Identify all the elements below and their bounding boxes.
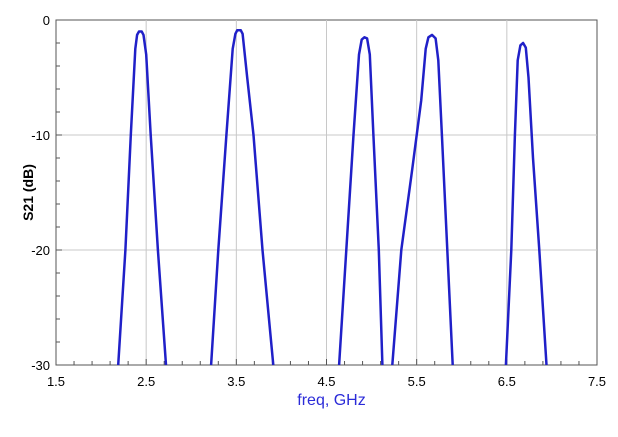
y-tick-labels: 0 -10 -20 -30 — [31, 13, 50, 373]
x-tick-label: 6.5 — [498, 374, 516, 389]
series-passband-2 — [209, 29, 275, 366]
y-tick-label: -10 — [31, 128, 50, 143]
minor-ticks — [55, 19, 598, 366]
x-tick-label: 4.5 — [317, 374, 335, 389]
series-layer — [116, 29, 548, 366]
x-tick-labels: 1.5 2.5 3.5 4.5 5.5 6.5 7.5 — [47, 374, 606, 389]
grid — [56, 20, 597, 365]
series-passband-1 — [116, 30, 168, 366]
y-tick-label: -30 — [31, 358, 50, 373]
x-axis-label: freq, GHz — [297, 392, 365, 409]
y-axis-label: S21 (dB) — [20, 164, 36, 221]
x-tick-label: 1.5 — [47, 374, 65, 389]
x-tick-label: 5.5 — [408, 374, 426, 389]
series-passband-4 — [391, 33, 454, 366]
series-passband-5 — [504, 41, 548, 366]
x-tick-label: 7.5 — [588, 374, 606, 389]
y-tick-label: -20 — [31, 243, 50, 258]
x-tick-label: 2.5 — [137, 374, 155, 389]
x-tick-label: 3.5 — [227, 374, 245, 389]
series-passband-3 — [337, 36, 384, 366]
y-tick-label: 0 — [43, 13, 50, 28]
